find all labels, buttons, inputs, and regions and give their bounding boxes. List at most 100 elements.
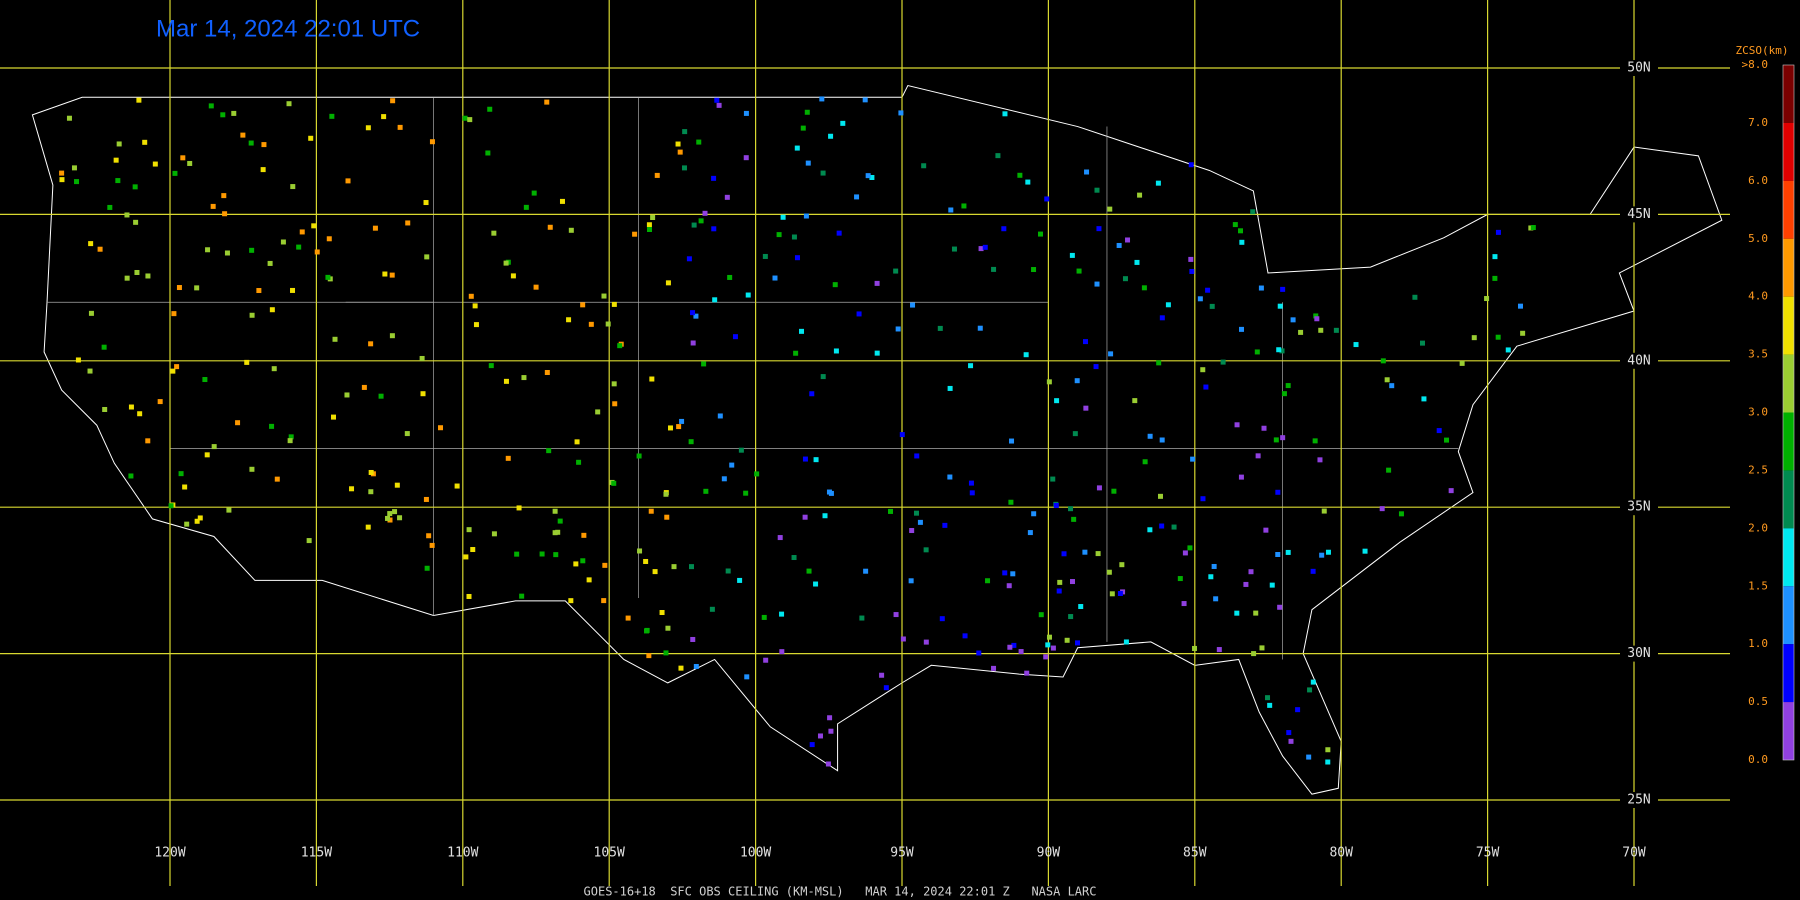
station-dot [311,223,317,229]
station-dot [982,244,988,250]
station-dot [1038,231,1044,237]
station-dot [344,392,350,398]
station-dot [1275,489,1281,495]
station-dot [231,110,237,116]
station-dot [1259,645,1265,651]
station-dot [390,98,396,104]
station-dot [533,284,539,290]
station-dot [1298,329,1304,335]
station-dot [1116,242,1122,248]
station-dot [1069,252,1075,258]
station-dot [1096,226,1102,232]
station-dot [205,247,211,253]
station-dot [813,457,819,463]
station-dot [1011,642,1017,648]
station-dot [389,333,395,339]
station-dot [488,363,494,369]
station-dot [1492,254,1498,260]
station-dot [1082,549,1088,555]
station-dot [1205,287,1211,293]
station-dot [1263,527,1269,533]
station-dot [802,514,808,520]
station-dot [466,593,472,599]
lon-label: 105W [594,846,625,861]
station-dot [743,110,749,116]
station-dot [969,490,975,496]
station-dot [586,577,592,583]
station-dot [691,222,697,228]
station-dot [1023,352,1029,358]
station-dot [269,307,275,313]
station-dot [224,250,230,256]
station-dot [1213,596,1219,602]
station-dot [514,551,520,557]
station-dot [961,203,967,209]
station-dot [898,110,904,116]
station-dot [1025,179,1031,185]
station-dot [711,226,717,232]
lat-label: 35N [1627,500,1650,515]
station-dot [1380,358,1386,364]
station-dot [883,685,889,691]
station-dot [66,115,72,121]
station-dot [152,161,158,167]
station-dot [1312,438,1318,444]
station-dot [893,268,899,274]
station-dot [74,179,80,185]
station-dot [557,518,563,524]
station-dot [1064,637,1070,643]
station-dot [462,115,468,121]
station-dot [552,530,558,536]
colorbar-swatch [1783,354,1794,413]
station-dot [725,568,731,574]
station-dot [1325,759,1331,765]
station-dot [454,483,460,489]
station-dot [1044,196,1050,202]
station-dot [269,423,275,429]
station-dot [519,593,525,599]
station-dot [290,184,296,190]
station-dot [178,471,184,477]
station-dot [1050,476,1056,482]
station-dot [1321,508,1327,514]
station-dot [951,246,957,252]
station-dot [761,614,767,620]
station-dot [137,411,143,417]
station-dot [531,190,537,196]
station-dot [650,215,656,221]
station-dot [1072,431,1078,437]
station-dot [1071,516,1077,522]
station-dot [1165,302,1171,308]
station-dot [791,234,797,240]
label-bg [1620,352,1658,369]
station-dot [174,364,180,370]
station-dot [113,157,119,163]
station-dot [244,359,250,365]
station-dot [1177,576,1183,582]
station-dot [116,141,122,147]
station-dot [794,145,800,151]
station-dot [1238,228,1244,234]
station-dot [1190,456,1196,462]
station-dot [644,628,650,634]
station-dot [1353,342,1359,348]
station-dot [652,569,658,575]
station-dot [463,554,469,560]
station-dot [671,564,677,570]
station-dot [1398,511,1404,517]
station-dot [142,139,148,145]
station-dot [1261,425,1267,431]
station-dot [825,761,831,767]
station-dot [743,155,749,161]
station-dot [1362,548,1368,554]
station-dot [423,496,429,502]
station-dot [208,103,214,109]
station-dot [1239,326,1245,332]
station-dot [1094,187,1100,193]
station-dot [1001,226,1007,232]
station-dot [325,274,331,280]
station-dot [1216,647,1222,653]
station-dot [665,280,671,286]
station-dot [822,513,828,519]
station-dot [1254,349,1260,355]
